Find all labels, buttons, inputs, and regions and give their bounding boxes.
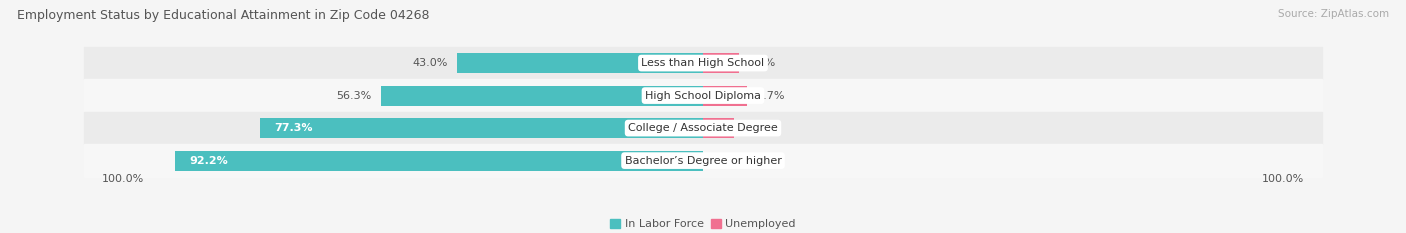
Text: 43.0%: 43.0% (413, 58, 449, 68)
Text: 100.0%: 100.0% (101, 175, 143, 185)
Text: Less than High School: Less than High School (641, 58, 765, 68)
Bar (260, 118, 703, 138)
Bar (174, 151, 703, 171)
Bar (84, 144, 1322, 177)
Text: 5.4%: 5.4% (742, 123, 770, 133)
Text: 6.3%: 6.3% (748, 58, 776, 68)
Text: 77.3%: 77.3% (274, 123, 314, 133)
Text: 56.3%: 56.3% (336, 91, 373, 101)
Text: High School Diploma: High School Diploma (645, 91, 761, 101)
Text: Source: ZipAtlas.com: Source: ZipAtlas.com (1278, 9, 1389, 19)
Bar (457, 53, 703, 73)
Legend: In Labor Force, Unemployed: In Labor Force, Unemployed (610, 219, 796, 229)
Bar (84, 112, 1322, 144)
Bar (703, 53, 740, 73)
Text: College / Associate Degree: College / Associate Degree (628, 123, 778, 133)
Text: 100.0%: 100.0% (1263, 175, 1305, 185)
Bar (84, 47, 1322, 79)
Bar (703, 118, 734, 138)
Text: Bachelor’s Degree or higher: Bachelor’s Degree or higher (624, 156, 782, 166)
Bar (381, 86, 703, 106)
Text: 92.2%: 92.2% (190, 156, 228, 166)
Text: 0.0%: 0.0% (711, 156, 740, 166)
Bar (84, 79, 1322, 112)
Text: 7.7%: 7.7% (755, 91, 785, 101)
Bar (703, 86, 747, 106)
Text: Employment Status by Educational Attainment in Zip Code 04268: Employment Status by Educational Attainm… (17, 9, 429, 22)
